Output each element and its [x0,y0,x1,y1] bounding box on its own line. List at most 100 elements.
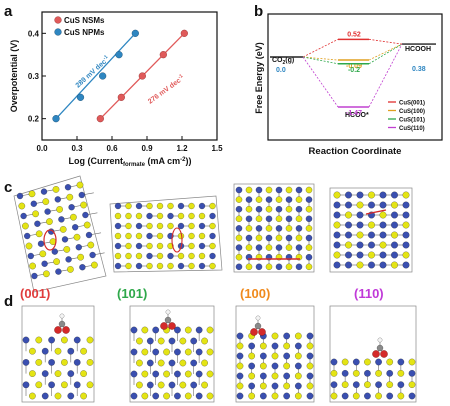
cu-atom [265,234,273,242]
cu-atom [135,242,143,250]
level-value-label: 0.52 [347,31,361,38]
cu-atom [135,262,143,270]
legend-label: CuS(101) [399,117,425,123]
s-atom [184,348,192,356]
cu-atom [356,251,364,259]
legend-label-npms: CuS NPMs [64,28,105,37]
cu-atom [41,370,49,377]
cu-atom [235,225,243,232]
data-points-a [52,29,188,123]
s-atom [271,372,279,380]
s-atom [255,196,263,203]
level-value-label: -1.47 [346,110,362,117]
slope-sup-nsms: -1 [177,73,184,81]
cu-atom [333,211,341,219]
s-atom [141,392,149,400]
fit-line [55,32,136,120]
cu-atom [379,201,387,209]
cu-atom [368,261,375,269]
s-atom [80,347,87,355]
s-atom [59,226,67,233]
panel-d-structures [21,305,417,403]
cu-atom [375,358,382,366]
data-point [115,51,123,59]
cu-atom [48,336,55,344]
s-atom [368,191,375,199]
s-atom [330,392,338,400]
data-point [96,115,104,123]
s-atom [18,202,26,210]
s-atom [248,392,255,400]
cu-atom [68,204,75,211]
cu-atom [333,231,341,239]
cell-outline [13,175,107,293]
cu-atom [67,370,75,377]
legend-label: CuS(110) [399,126,425,132]
structure-001 [13,175,107,293]
cu-atom [114,242,122,250]
plot-frame-b [267,13,443,141]
s-atom [61,336,68,344]
s-atom [368,221,375,229]
cu-atom [275,263,283,271]
s-atom [283,362,290,370]
s-atom [29,347,36,355]
y-tick-label: 0.4 [28,29,40,38]
cu-atom [235,186,243,194]
s-atom [408,381,416,388]
panel-b-chart: Free Energy (eV) Reaction Coordinate CO2… [254,13,443,157]
cu-atom [345,201,352,209]
cu-atom [285,215,293,223]
cu-atom [255,205,263,213]
s-atom [386,358,394,366]
cu-atom [275,225,283,232]
s-atom [285,244,293,251]
cu-atom [345,231,352,239]
s-atom [29,370,36,377]
s-atom [125,202,132,210]
cu-atom [275,186,283,194]
cu-atom [168,337,176,345]
cu-atom [73,359,81,366]
cu-atom [275,244,283,251]
s-atom [245,186,253,194]
s-atom [408,358,416,366]
slab-110 [329,305,417,403]
legend-b: CuS(001) CuS(100) CuS(101) CuS(110) [388,100,425,132]
s-atom [341,381,349,388]
x-tick-label: 1.2 [176,144,188,153]
s-atom [35,230,43,238]
s-atom [76,181,84,189]
s-atom [179,337,187,345]
s-atom [114,232,122,240]
cu-atom [330,381,338,388]
cu-atom [177,222,185,230]
s-atom [184,326,192,334]
s-atom [235,253,243,261]
cu-atom [402,231,410,239]
cu-atom [305,215,313,223]
x-tick-label: 0.9 [141,144,153,153]
s-atom [305,186,313,194]
structure-101 [109,195,223,273]
cu-atom [44,208,51,215]
cu-atom [391,221,398,229]
s-atom [209,262,216,270]
s-atom [397,392,405,400]
s-atom [209,202,216,210]
data-point [131,29,139,37]
connector-left [302,56,339,65]
s-atom [35,381,43,389]
cu-atom [356,211,364,219]
cu-atom [402,211,410,219]
cu-atom [22,359,30,366]
cu-atom [341,370,349,377]
cu-atom [306,392,314,400]
cu-atom [168,359,176,367]
s-atom [265,205,273,213]
cu-atom [73,381,81,389]
cu-atom [333,261,341,269]
cu-atom [31,272,38,280]
s-atom [188,212,195,220]
h-atom [377,337,383,343]
